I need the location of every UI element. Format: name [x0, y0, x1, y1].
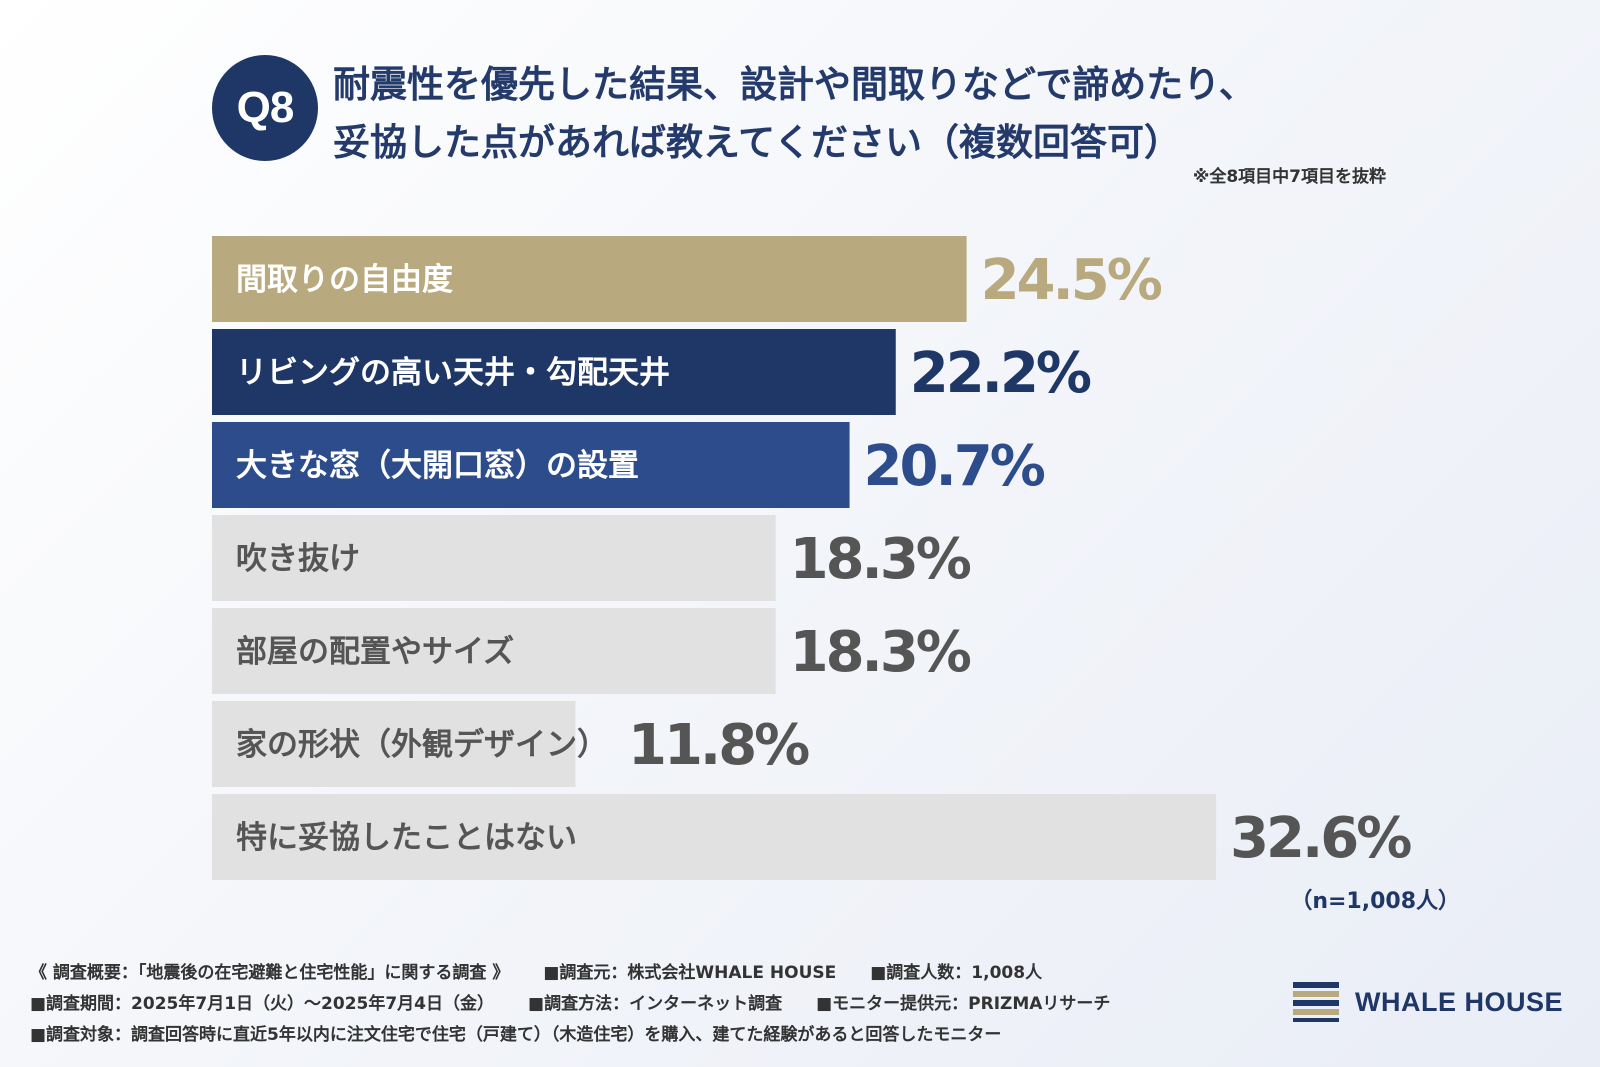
value-label: 18.3% [790, 527, 971, 592]
footer-text: ■調査対象：調査回答時に直近5年以内に注文住宅で住宅（戸建て）（木造住宅）を購入… [30, 1025, 1002, 1045]
company-logo: WHALE HOUSE [1293, 982, 1563, 1022]
title-line-1: 耐震性を優先した結果、設計や間取りなどで諦めたり、 [333, 63, 1256, 106]
footer-text: ■調査元：株式会社WHALE HOUSE [543, 963, 837, 983]
value-label: 22.2% [910, 341, 1091, 406]
bar-2 [212, 329, 896, 415]
bar-5 [212, 608, 776, 694]
logo-text: WHALE HOUSE [1355, 986, 1563, 1017]
footer-text: ■モニター提供元：PRIZMAリサーチ [816, 994, 1111, 1014]
category-label: 特に妥協したことはない [236, 820, 577, 856]
excerpt-note: ※全8項目中7項目を抜粋 [1192, 167, 1386, 187]
survey-footer: 《 調査概要：「地震後の在宅避難と住宅性能」に関する調査 》 ■調査元：株式会社… [30, 958, 1250, 1051]
category-label: リビングの高い天井・勾配天井 [236, 355, 670, 391]
footer-text: ■調査期間：2025年7月1日（火）～2025年7月4日（金） [30, 994, 495, 1014]
category-label: 家の形状（外観デザイン） [236, 727, 608, 763]
category-label: 大きな窓（大開口窓）の設置 [236, 448, 639, 484]
value-label: 20.7% [864, 434, 1045, 499]
bar-4 [212, 515, 776, 601]
bar-1 [212, 236, 967, 322]
bar-3 [212, 422, 850, 508]
question-badge: Q8 [212, 55, 318, 161]
category-label: 吹き抜け [236, 541, 360, 577]
value-label: 24.5% [981, 248, 1162, 313]
footer-line-1: 《 調査概要：「地震後の在宅避難と住宅性能」に関する調査 》 ■調査元：株式会社… [30, 958, 1250, 989]
whale-house-logo-icon [1293, 982, 1339, 1022]
value-label: 18.3% [790, 620, 971, 685]
footer-text: 《 調査概要：「地震後の在宅避難と住宅性能」に関する調査 》 [30, 963, 510, 983]
footer-text: ■調査人数：1,008人 [870, 963, 1043, 983]
bar-6 [212, 701, 576, 787]
title-line-2: 妥協した点があれば教えてください（複数回答可） [333, 121, 1182, 164]
value-label: 32.6% [1230, 806, 1411, 871]
value-label: 11.8% [628, 713, 809, 778]
chart-title: 耐震性を優先した結果、設計や間取りなどで諦めたり、 妥協した点があれば教えてくだ… [333, 56, 1393, 172]
footer-line-2: ■調査期間：2025年7月1日（火）～2025年7月4日（金） ■調査方法：イン… [30, 989, 1250, 1020]
sample-size-label: （n=1,008人） [1290, 889, 1460, 914]
bar-7 [212, 794, 1217, 880]
footer-line-3: ■調査対象：調査回答時に直近5年以内に注文住宅で住宅（戸建て）（木造住宅）を購入… [30, 1020, 1250, 1051]
category-label: 部屋の配置やサイズ [236, 634, 514, 670]
category-label: 間取りの自由度 [236, 262, 453, 298]
footer-text: ■調査方法：インターネット調査 [528, 994, 783, 1014]
